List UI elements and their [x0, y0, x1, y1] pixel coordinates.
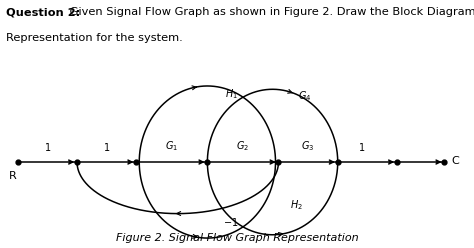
Text: $-1$: $-1$: [223, 216, 239, 228]
Text: Question 2:: Question 2:: [6, 7, 80, 17]
Text: R: R: [9, 171, 17, 181]
Text: C: C: [451, 156, 459, 166]
Text: $1$: $1$: [103, 141, 110, 154]
Text: $G_3$: $G_3$: [301, 140, 315, 154]
Text: $1$: $1$: [358, 141, 365, 154]
Text: $H_2$: $H_2$: [290, 198, 303, 212]
Text: $G_4$: $G_4$: [298, 89, 312, 102]
Text: Given Signal Flow Graph as shown in Figure 2. Draw the Block Diagram: Given Signal Flow Graph as shown in Figu…: [66, 7, 474, 17]
Text: $G_1$: $G_1$: [165, 140, 178, 154]
Text: Figure 2. Signal Flow Graph Representation: Figure 2. Signal Flow Graph Representati…: [116, 233, 358, 243]
Text: $1$: $1$: [44, 141, 51, 154]
Text: $H_1$: $H_1$: [225, 87, 237, 100]
Text: Representation for the system.: Representation for the system.: [6, 33, 182, 43]
Text: $G_2$: $G_2$: [237, 140, 249, 154]
